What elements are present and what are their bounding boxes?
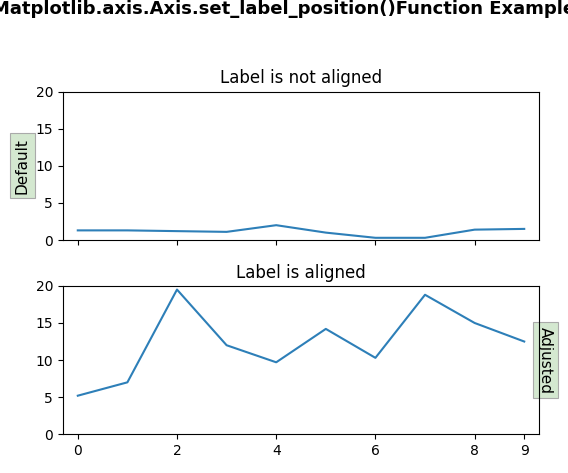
Title: Label is aligned: Label is aligned xyxy=(236,263,366,281)
Text: Matplotlib.axis.Axis.set_label_position()Function Example: Matplotlib.axis.Axis.set_label_position(… xyxy=(0,0,568,18)
Title: Label is not aligned: Label is not aligned xyxy=(220,69,382,88)
Y-axis label: Adjusted: Adjusted xyxy=(538,326,553,394)
Y-axis label: Default: Default xyxy=(15,138,30,194)
